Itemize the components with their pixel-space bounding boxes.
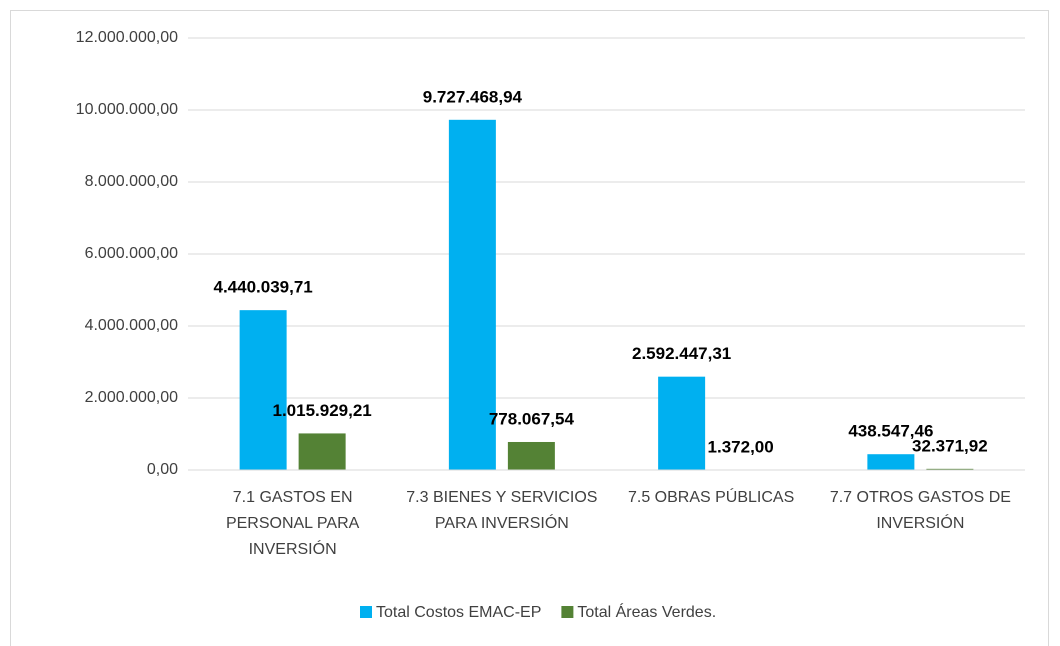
y-tick-label: 4.000.000,00 [85,317,179,334]
bar [926,468,974,470]
data-label: 438.547,46 [848,422,933,441]
legend-label: Total Áreas Verdes. [577,602,716,621]
bar [448,119,496,470]
legend-label: Total Costos EMAC-EP [376,604,541,621]
x-tick-label: 7.1 GASTOS EN PERSONAL PARA INVERSIÓN [226,489,360,558]
legend-swatch [360,606,372,618]
y-tick-label: 6.000.000,00 [85,245,179,262]
bar [867,454,915,470]
data-label: 4.440.039,71 [213,278,312,297]
chart-frame [10,10,1049,646]
data-label: 1.015.929,21 [272,401,371,420]
x-tick-label: 7.5 OBRAS PÚBLICAS [628,487,794,506]
x-tick-label: 7.3 BIENES Y SERVICIOS PARA INVERSIÓN [406,489,597,532]
bar [658,376,706,470]
legend-swatch [561,606,574,618]
x-tick-label: 7.7 OTROS GASTOS DE INVERSIÓN [830,489,1011,532]
y-tick-label: 0,00 [147,461,178,478]
data-label: 1.372,00 [708,437,774,456]
bar [239,310,287,470]
y-tick-label: 12.000.000,00 [76,29,178,46]
y-tick-label: 8.000.000,00 [85,173,179,190]
data-label: 2.592.447,31 [632,344,731,363]
bar [507,441,555,470]
y-tick-label: 2.000.000,00 [85,389,179,406]
y-tick-label: 10.000.000,00 [76,101,178,118]
data-label: 778.067,54 [489,409,575,428]
data-label: 9.727.468,94 [423,87,523,106]
bar [298,433,346,470]
data-label: 32.371,92 [912,436,988,455]
